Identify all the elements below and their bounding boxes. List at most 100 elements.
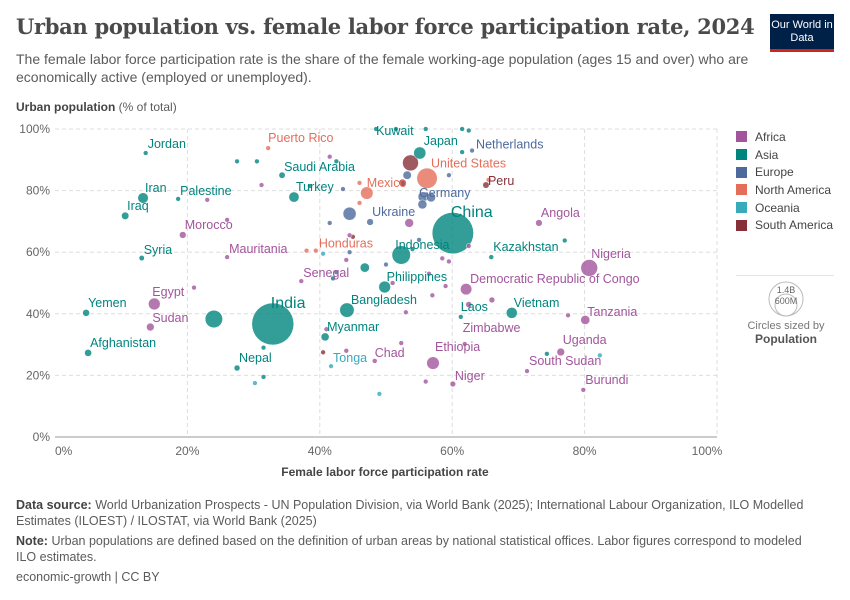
data-point [333, 269, 340, 275]
data-point [366, 218, 374, 226]
data-point [343, 257, 349, 263]
data-label: Netherlands [476, 138, 543, 152]
data-point [121, 211, 130, 220]
data-point [320, 251, 326, 257]
data-point [505, 307, 518, 319]
data-point [254, 158, 260, 164]
data-point [462, 341, 468, 347]
data-point [327, 220, 333, 226]
data-label: Honduras [319, 237, 373, 251]
data-point [402, 154, 419, 172]
legend-item-oceania[interactable]: Oceania [736, 199, 833, 217]
data-point [465, 301, 473, 308]
data-point [330, 275, 336, 282]
note: Note: Urban populations are defined base… [16, 533, 806, 565]
y-tick-label: 80% [26, 184, 50, 198]
size-variable: Population [755, 332, 817, 346]
legend-item-south-america[interactable]: South America [736, 216, 833, 234]
data-label: Nepal [239, 351, 272, 365]
data-point [327, 154, 333, 160]
data-point [423, 378, 429, 385]
legend-item-europe[interactable]: Europe [736, 163, 833, 181]
legend-item-asia[interactable]: Asia [736, 146, 833, 164]
legend-label: North America [755, 182, 832, 197]
data-point [320, 349, 326, 355]
data-label: Philippines [387, 270, 447, 284]
data-point [143, 150, 149, 156]
data-point [303, 248, 310, 254]
data-point [413, 146, 427, 160]
data-point [429, 292, 435, 298]
data-point [320, 332, 330, 342]
legend-item-north-america[interactable]: North America [736, 181, 833, 199]
data-point [466, 127, 472, 134]
data-label: Uganda [563, 333, 607, 347]
data-point [482, 181, 490, 189]
data-point [278, 171, 286, 179]
data-label: China [451, 204, 493, 221]
data-point [426, 271, 432, 277]
x-tick-label: 80% [573, 444, 597, 458]
data-point [416, 167, 438, 189]
size-legend-circles: 1.4B 600M [768, 281, 804, 317]
data-point [439, 255, 445, 262]
y-axis-title: Urban population [16, 100, 116, 114]
data-point [307, 183, 313, 189]
data-label: Germany [419, 186, 471, 200]
data-point [356, 200, 363, 206]
data-label: Tonga [333, 351, 367, 365]
legend-swatch [736, 149, 747, 161]
data-label: Syria [144, 243, 173, 257]
data-point [446, 172, 452, 178]
data-point [82, 309, 90, 317]
data-point [356, 180, 363, 186]
legend-divider [736, 275, 834, 276]
legend-item-africa[interactable]: Africa [736, 128, 833, 146]
data-point [402, 170, 412, 180]
data-point [562, 237, 568, 244]
data-point [403, 309, 409, 315]
data-label: Senegal [303, 266, 349, 280]
data-point [391, 245, 411, 265]
data-label: Puerto Rico [268, 131, 333, 145]
data-point [488, 254, 494, 260]
data-point [342, 206, 357, 221]
x-tick-label: 0% [55, 444, 73, 458]
data-point [313, 248, 319, 254]
note-text: Urban populations are defined based on t… [16, 534, 802, 564]
data-label: Morocco [185, 218, 233, 232]
data-label: Indonesia [395, 238, 449, 252]
data-point [488, 296, 496, 304]
legend-label: Europe [755, 165, 794, 180]
license[interactable]: economic-growth | CC BY [16, 570, 160, 584]
data-point [426, 192, 436, 203]
y-tick-label: 60% [26, 245, 50, 259]
owid-logo[interactable]: Our World in Data [770, 14, 834, 52]
x-tick-label: 20% [175, 444, 199, 458]
data-point [346, 232, 353, 238]
data-label: Afghanistan [90, 336, 156, 350]
source-label: Data source: [16, 498, 92, 512]
data-label: Zimbabwe [463, 321, 521, 335]
data-label: United States [431, 156, 506, 170]
y-tick-label: 0% [33, 430, 51, 444]
data-label: Egypt [152, 285, 184, 299]
data-point [339, 302, 355, 318]
data-point [398, 340, 404, 346]
data-point [252, 380, 258, 386]
data-point [260, 374, 267, 380]
data-point [393, 126, 399, 132]
data-label: Peru [488, 174, 514, 188]
data-point [359, 262, 370, 273]
x-tick-label: 100% [692, 444, 723, 458]
legend: Africa Asia Europe North America Oceania… [736, 128, 833, 234]
data-point [556, 347, 565, 357]
data-point [409, 246, 416, 252]
data-label: Ethiopia [435, 340, 480, 354]
data-point [469, 147, 475, 154]
legend-swatch [736, 219, 747, 231]
data-point [460, 283, 473, 296]
legend-label: South America [755, 218, 834, 233]
data-point [389, 280, 396, 286]
